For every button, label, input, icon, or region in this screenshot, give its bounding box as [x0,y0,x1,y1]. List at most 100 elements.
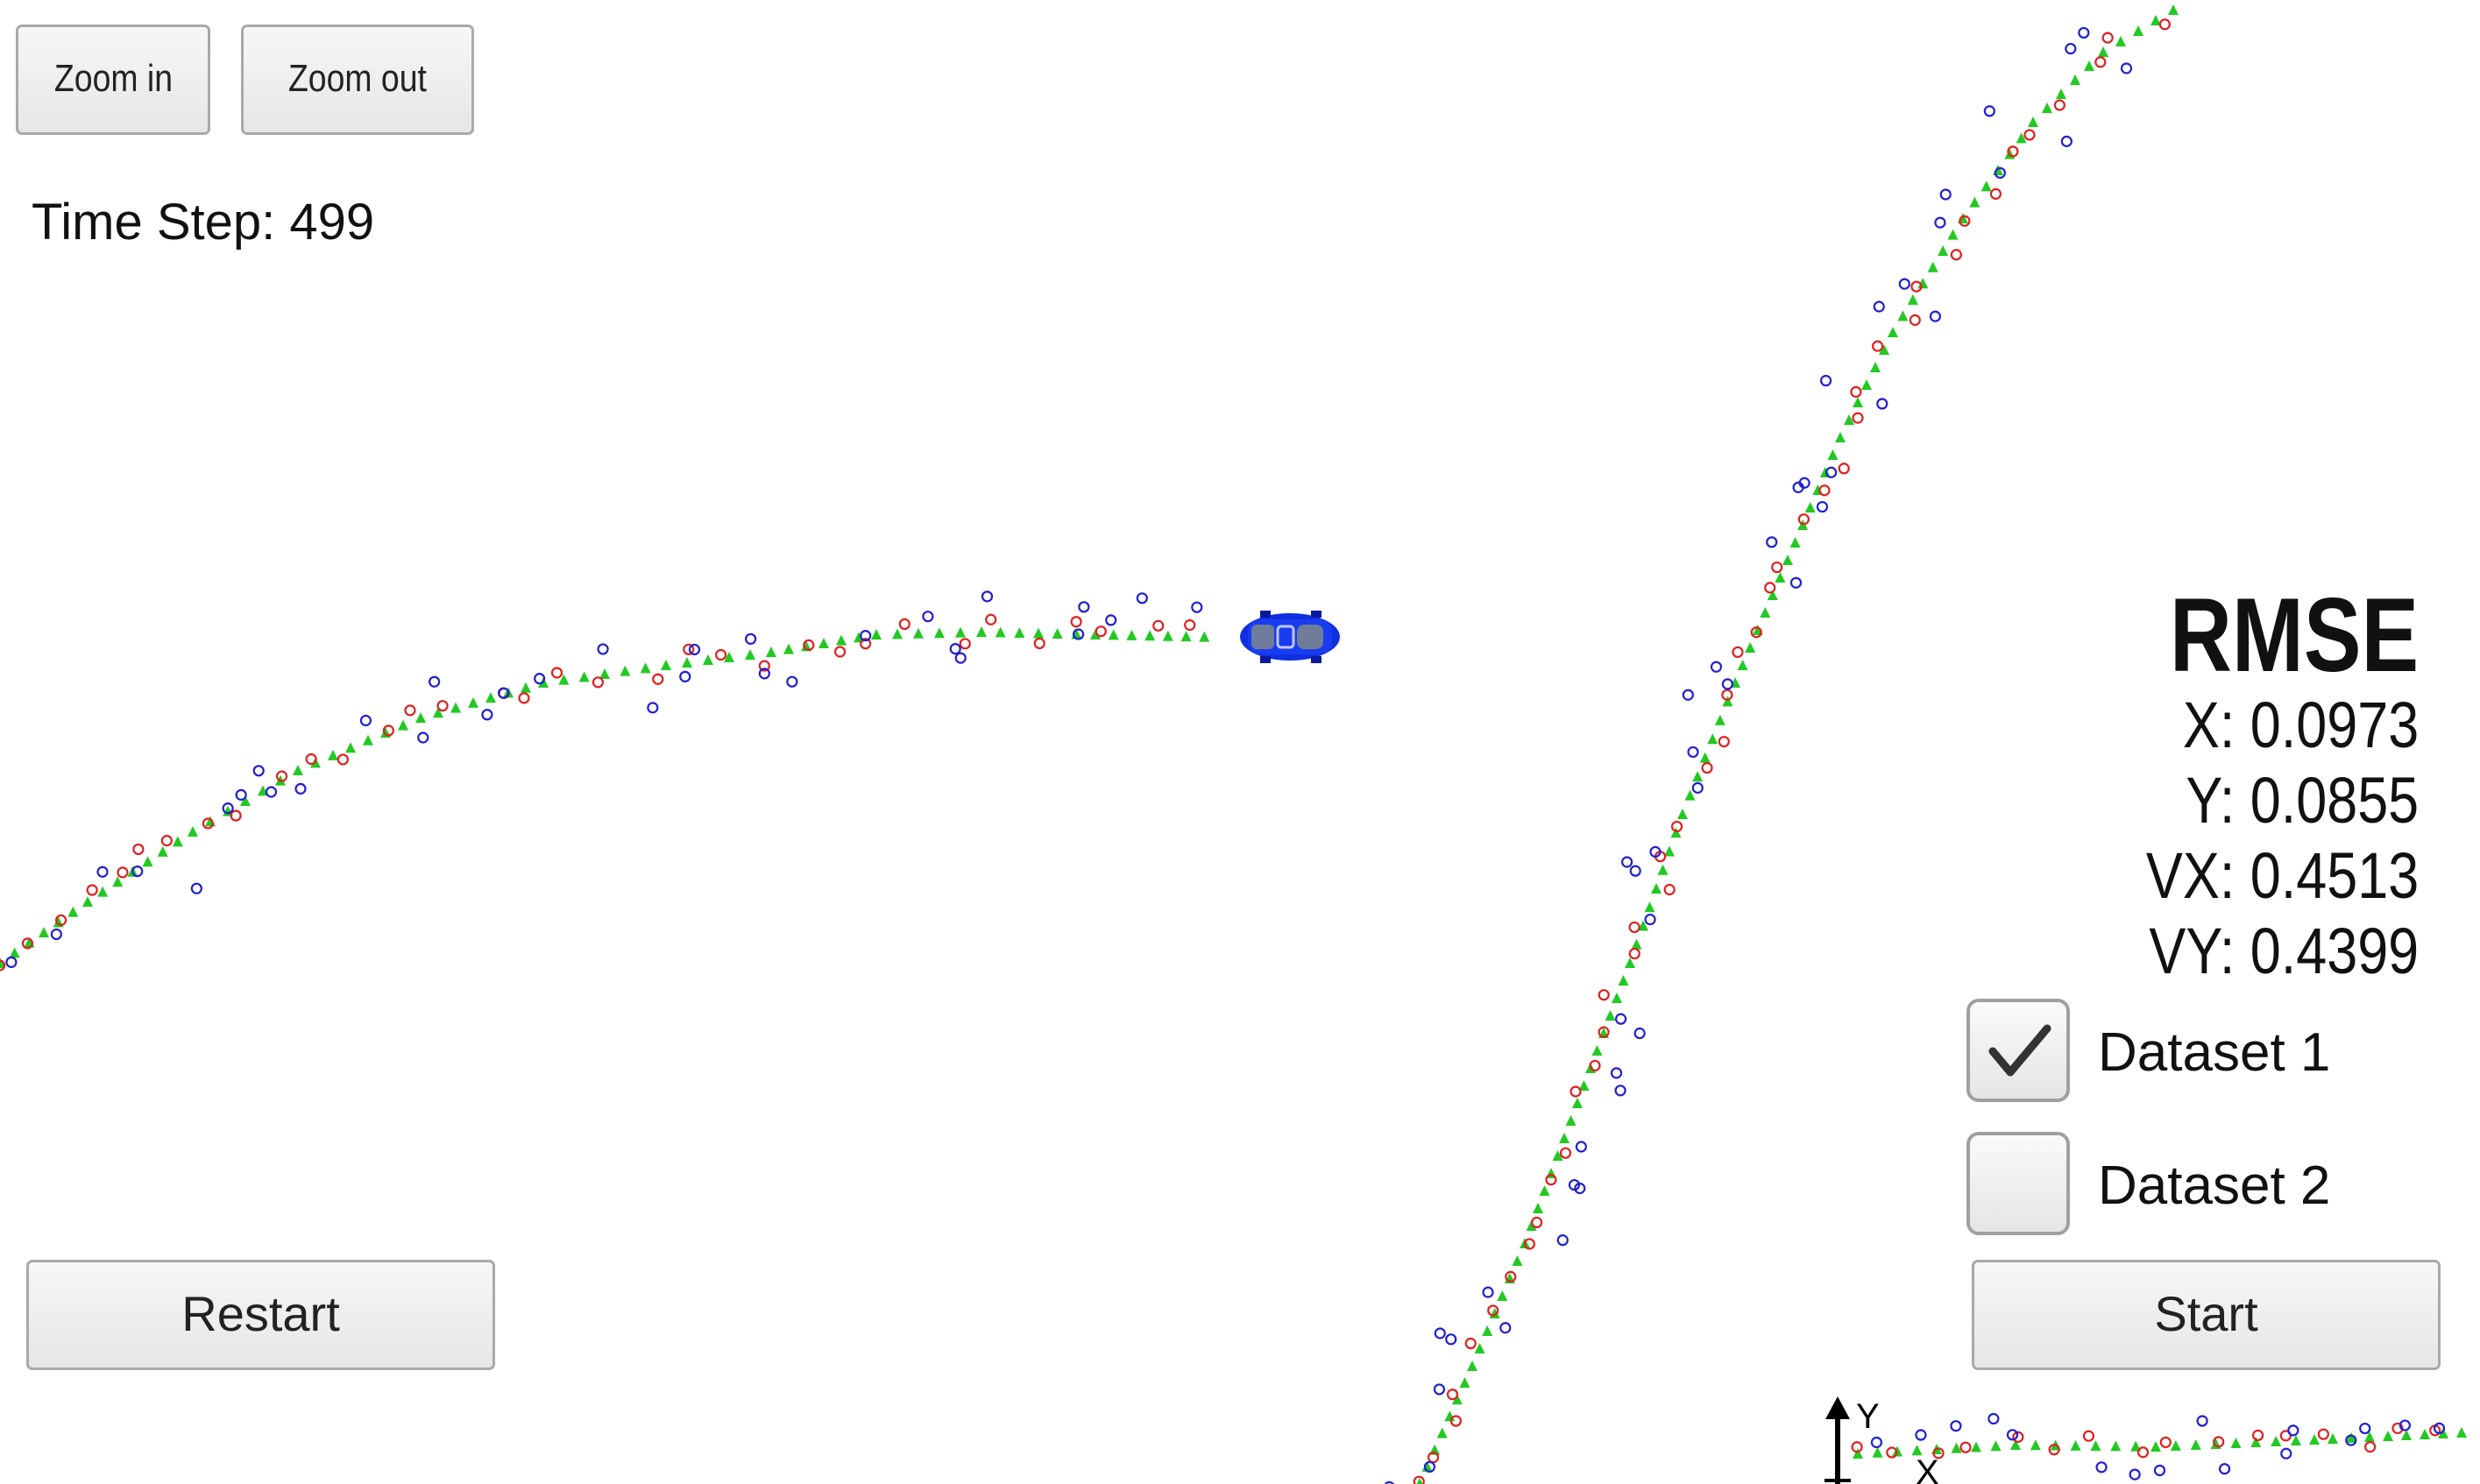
estimate-marker [1451,1394,1463,1405]
estimate-marker [955,626,966,638]
estimate-marker [1416,1478,1423,1484]
radar-marker [235,788,247,801]
estimate-marker [97,886,109,897]
lidar-marker [2012,1431,2024,1443]
estimate-marker [766,647,776,657]
estimate-marker [1760,607,1771,618]
lidar-marker [117,866,129,879]
radar-marker [1798,477,1810,489]
radar-marker [190,882,202,894]
radar-marker [5,956,18,968]
estimate-marker [1951,1442,1962,1453]
radar-marker [96,866,109,878]
lidar-marker [1663,883,1676,896]
estimate-marker [1631,938,1642,950]
estimate-marker [1938,245,1949,257]
start-button[interactable]: Start [1972,1260,2441,1370]
estimate-marker [1533,1203,1543,1213]
estimate-marker [1618,975,1629,986]
estimate-marker [1126,629,1137,640]
restart-button[interactable]: Restart [26,1260,495,1370]
estimate-marker [1108,629,1119,640]
zoom-in-button[interactable]: Zoom in [16,25,210,135]
estimate-marker [1971,1441,1981,1452]
lidar-marker [1959,215,1971,227]
estimate-marker [1625,958,1635,968]
estimate-marker [703,654,713,665]
radar-marker [1614,1085,1626,1097]
lidar-marker [2007,145,2019,158]
radar-marker [1105,614,1117,626]
radar-marker [1445,1333,1457,1346]
lidar-marker [758,660,770,672]
estimate-marker [2090,1440,2101,1452]
radar-marker [50,928,62,941]
lidar-marker [959,638,971,650]
zoom-out-button[interactable]: Zoom out [241,25,474,135]
radar-marker [1644,913,1656,926]
radar-marker [2345,1434,2357,1446]
estimate-marker [2170,1440,2181,1451]
estimate-marker [1835,432,1846,442]
estimate-marker [1180,631,1192,642]
radar-marker [1934,216,1946,229]
lidar-marker [898,618,911,630]
radar-marker [679,670,691,682]
estimate-marker [661,660,671,670]
rmse-vy-value: VY: 0.4399 [2149,915,2419,987]
lidar-marker [1797,513,1810,526]
dataset-1-checkbox[interactable] [1966,999,2070,1102]
estimate-marker [1853,397,1863,407]
estimate-marker [801,640,811,652]
lidar-marker [1764,582,1776,594]
radar-marker [647,702,659,714]
lidar-marker [1670,820,1683,833]
lidar-marker [436,700,449,712]
estimate-marker [2401,1430,2412,1440]
lidar-marker [132,843,145,856]
lidar-marker [1721,689,1733,701]
estimate-marker [1692,771,1704,782]
lidar-marker [1732,646,1744,659]
estimate-marker [258,785,268,796]
radar-marker [1710,661,1723,673]
estimate-marker [836,634,847,646]
estimate-marker [2456,1427,2467,1438]
dataset-2-checkbox[interactable] [1966,1132,2070,1235]
estimate-marker [1888,327,1898,337]
estimate-marker [1789,537,1801,548]
estimate-marker [1612,993,1622,1003]
estimate-marker [1572,1098,1583,1108]
radar-marker [497,687,510,699]
radar-marker [954,652,967,664]
estimate-marker [1459,1377,1470,1389]
lidar-marker [1910,280,1923,293]
lidar-marker [1413,1475,1425,1484]
estimate-marker [724,652,734,662]
estimate-marker [2010,1439,2021,1450]
lidar-marker [1872,340,1884,352]
lidar-marker [1598,1026,1610,1038]
lidar-marker [2082,1430,2095,1442]
lidar-marker [230,809,242,822]
estimate-marker [157,845,168,857]
time-step-readout: Time Step: 499 [32,194,375,251]
estimate-marker [1853,1448,1863,1459]
estimate-marker [2070,1439,2081,1451]
lidar-marker [1818,484,1831,497]
radar-marker [2280,1447,2292,1459]
estimate-marker [1605,1010,1616,1021]
estimate-marker [1436,1427,1448,1438]
radar-marker [1629,865,1641,877]
estimate-marker [2420,1429,2430,1439]
estimate-marker [2364,1431,2375,1442]
estimate-marker [468,696,478,708]
lidar-marker [1851,1441,1863,1453]
estimate-marker [485,692,496,703]
radar-marker [1610,1067,1623,1079]
estimate-marker [1559,1133,1569,1143]
estimate-marker [2098,46,2108,57]
lidar-marker [404,704,416,717]
radar-marker [2287,1424,2299,1437]
